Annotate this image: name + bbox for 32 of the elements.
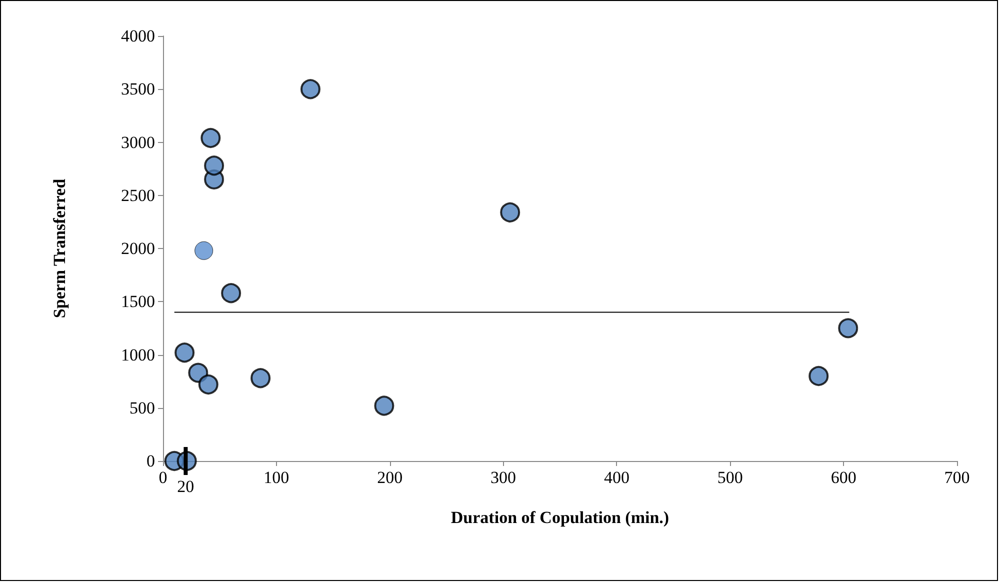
x-tick-label: 300	[490, 468, 516, 487]
y-tick-label: 3500	[121, 80, 155, 99]
point	[300, 79, 320, 100]
point	[808, 366, 829, 386]
y-tick-label: 1000	[121, 345, 155, 364]
point	[250, 368, 271, 388]
x-axis-title: Duration of Copulation (min.)	[450, 508, 670, 527]
y-axis-title: Sperm Transferred	[50, 178, 69, 318]
point	[198, 374, 218, 394]
point	[374, 396, 394, 416]
point	[174, 342, 195, 363]
point	[838, 318, 858, 338]
x-tick-label: 400	[604, 468, 630, 487]
point	[194, 241, 214, 260]
x-tick-label: 600	[830, 468, 856, 487]
x-tick-label: 500	[717, 468, 743, 487]
y-tick-label: 2500	[121, 186, 155, 205]
point	[221, 283, 242, 304]
x-tick-label: 700	[944, 468, 970, 487]
y-tick-label: 0	[146, 452, 155, 470]
point	[500, 202, 520, 222]
y-tick-label: 1500	[121, 292, 155, 312]
ref-line-label: 20	[177, 477, 194, 496]
y-tick-label: 3000	[121, 132, 155, 152]
y-tick-label: 500	[130, 398, 155, 418]
y-tick-label: 4000	[121, 26, 155, 46]
point	[200, 128, 221, 148]
x-tick-label: 100	[264, 468, 290, 487]
point	[204, 156, 224, 176]
x-tick-label: 200	[377, 468, 403, 487]
x-tick-label: 0	[158, 468, 168, 487]
y-tick-label: 2000	[121, 239, 155, 258]
